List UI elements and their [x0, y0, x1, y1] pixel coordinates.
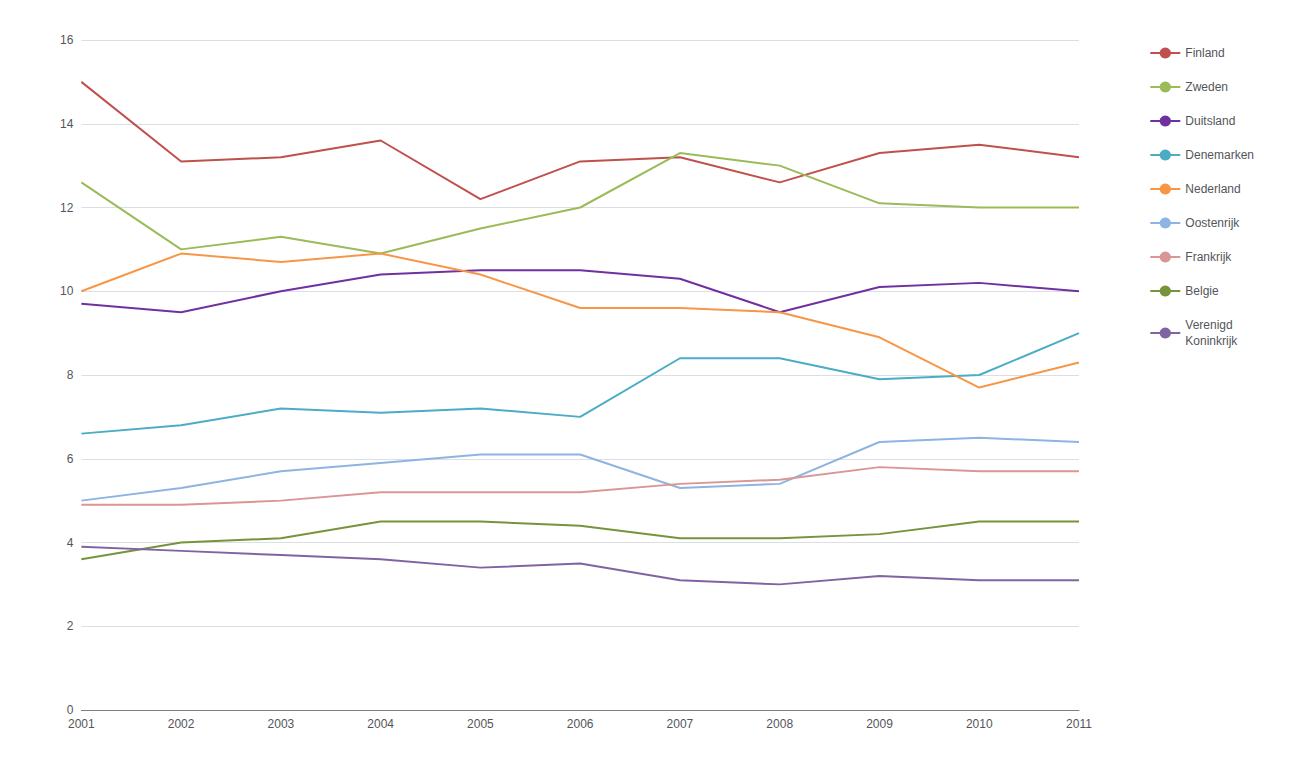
svg-text:2009: 2009 [866, 717, 893, 731]
svg-text:Frankrijk: Frankrijk [1185, 250, 1232, 264]
svg-text:2010: 2010 [966, 717, 993, 731]
svg-text:2011: 2011 [1066, 717, 1092, 731]
svg-text:Finland: Finland [1185, 46, 1224, 60]
svg-text:Denemarken: Denemarken [1185, 148, 1254, 162]
svg-text:2003: 2003 [268, 717, 295, 731]
svg-text:8: 8 [67, 368, 74, 382]
svg-text:2002: 2002 [168, 717, 195, 731]
svg-text:2001: 2001 [68, 717, 95, 731]
svg-text:14: 14 [60, 117, 74, 131]
svg-text:10: 10 [60, 284, 74, 298]
svg-text:Belgie: Belgie [1185, 284, 1219, 298]
svg-text:2: 2 [67, 619, 74, 633]
svg-text:12: 12 [60, 201, 74, 215]
svg-text:4: 4 [67, 536, 74, 550]
svg-text:Zweden: Zweden [1185, 80, 1228, 94]
svg-text:0: 0 [67, 703, 74, 717]
svg-text:16: 16 [60, 33, 74, 47]
svg-text:2007: 2007 [667, 717, 694, 731]
svg-text:2006: 2006 [567, 717, 594, 731]
svg-text:Nederland: Nederland [1185, 182, 1240, 196]
svg-text:2004: 2004 [367, 717, 394, 731]
svg-text:2005: 2005 [467, 717, 494, 731]
svg-text:Oostenrijk: Oostenrijk [1185, 216, 1240, 230]
svg-text:6: 6 [67, 452, 74, 466]
svg-text:Duitsland: Duitsland [1185, 114, 1235, 128]
svg-text:Verenigd: Verenigd [1185, 318, 1232, 332]
svg-text:2008: 2008 [766, 717, 793, 731]
svg-text:Koninkrijk: Koninkrijk [1185, 334, 1238, 348]
